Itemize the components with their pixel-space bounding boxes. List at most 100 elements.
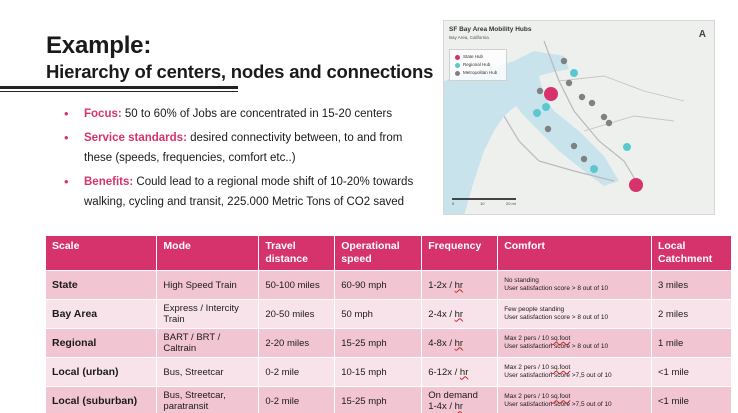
bullet-text: Could lead to a regional mode shift of 1…	[84, 176, 414, 208]
cell-comfort: Max 2 pers / 10 sq.foot User satisfaction…	[497, 357, 652, 387]
title-underline-thin	[0, 91, 238, 92]
table-row: Bay Area Express / Intercity Train 20-50…	[46, 299, 733, 329]
frequency-value: 1-4x /	[428, 401, 455, 413]
cell-scale: Local (urban)	[46, 357, 158, 387]
cell-speed: 50 mph	[334, 299, 423, 329]
regional-hub	[590, 165, 598, 173]
cell-speed: 15-25 mph	[334, 328, 423, 358]
bullet-service-standards: • Service standards: desired connectivit…	[64, 128, 424, 168]
regional-hub	[570, 69, 578, 77]
metropolitan-hub	[605, 119, 613, 127]
highway-peninsula	[503, 115, 615, 182]
cell-catchment: <1 mile	[651, 357, 733, 387]
legend-regional-hub: Regional Hub	[454, 61, 502, 69]
slide-title: Example:	[46, 32, 152, 59]
cell-speed: 10-15 mph	[334, 357, 423, 387]
legend-label: Regional Hub	[463, 62, 491, 67]
cell-frequency: 1-2x / hr	[421, 270, 499, 300]
metropolitan-hub	[580, 155, 588, 163]
comfort-line: Few people standing	[504, 306, 565, 313]
cell-frequency: 4-8x / hr	[421, 328, 499, 358]
mobility-hubs-map: SF Bay Area Mobility Hubs Bay Area, Cali…	[443, 20, 715, 215]
table-header-row: Scale Mode Travel distance Operational s…	[46, 236, 733, 271]
cell-scale: Regional	[46, 328, 158, 358]
state-hub	[544, 87, 558, 101]
frequency-on-demand: On demand	[428, 390, 478, 402]
comfort-unit: sq.foot	[550, 335, 571, 342]
scale-label: 0	[452, 201, 455, 206]
comfort-score: User satisfaction score >7,5 out of 10	[504, 401, 612, 409]
column-header-operational-speed: Operational speed	[334, 236, 423, 271]
column-header-travel-distance: Travel distance	[258, 236, 336, 271]
cell-mode: High Speed Train	[156, 270, 260, 300]
cell-distance: 2-20 miles	[258, 328, 336, 358]
comfort-unit: sq.foot	[550, 364, 571, 371]
cell-mode: Bus, Streetcar	[156, 357, 260, 387]
bullet-list: • Focus: 50 to 60% of Jobs are concentra…	[64, 104, 424, 216]
legend-label: Metropolitan Hub	[463, 70, 498, 75]
state-hub	[629, 178, 643, 192]
cell-mode: Bus, Streetcar, paratransit	[156, 386, 260, 413]
frequency-unit: hr	[454, 401, 464, 413]
column-header-scale: Scale	[46, 236, 158, 271]
comfort-score: User satisfaction score > 8 out of 10	[504, 314, 609, 321]
frequency-unit: hr	[454, 308, 464, 320]
comfort-line: No standing	[504, 277, 539, 284]
regional-hub	[542, 103, 550, 111]
frequency-value: 2-4x /	[428, 308, 455, 320]
cell-distance: 0-2 mile	[258, 357, 336, 387]
legend-label: State Hub	[463, 54, 484, 59]
table-row: Local (suburban) Bus, Streetcar, paratra…	[46, 386, 733, 413]
comfort-score: User satisfaction score > 8 out of 10	[504, 343, 609, 350]
cell-catchment: 2 miles	[651, 299, 733, 329]
state-hub-swatch-icon	[455, 55, 460, 60]
title-underline	[0, 86, 238, 89]
comfort-score: User satisfaction score >7,5 out of 10	[504, 372, 612, 379]
cell-comfort: Few people standing User satisfaction sco…	[497, 299, 652, 329]
bullet-benefits: • Benefits: Could lead to a regional mod…	[64, 172, 424, 212]
bullet-label: Focus:	[84, 108, 122, 120]
cell-speed: 60-90 mph	[334, 270, 423, 300]
frequency-unit: hr	[459, 366, 469, 378]
cell-catchment: <1 mile	[651, 386, 733, 413]
metropolitan-hub	[578, 93, 586, 101]
cell-comfort: No standing User satisfaction score > 8 o…	[497, 270, 652, 300]
cell-speed: 15-25 mph	[334, 386, 423, 413]
regional-hub	[623, 143, 631, 151]
comfort-text: Max 2 pers / 10	[504, 364, 551, 371]
cell-comfort: Max 2 pers / 10 sq.foot User satisfaction…	[497, 328, 652, 358]
map-title: SF Bay Area Mobility Hubs	[449, 26, 532, 33]
table-row: Local (urban) Bus, Streetcar 0-2 mile 10…	[46, 357, 733, 387]
cell-frequency: On demand 1-4x / hr	[421, 386, 499, 413]
metropolitan-hub	[588, 99, 596, 107]
cell-mode: BART / BRT / Caltrain	[156, 328, 260, 358]
cell-distance: 0-2 mile	[258, 386, 336, 413]
scale-label: 10	[480, 201, 485, 206]
metropolitan-hub	[600, 113, 608, 121]
cell-catchment: 1 mile	[651, 328, 733, 358]
cell-comfort: Max 2 pers / 10 sq.foot User satisfaction…	[497, 386, 652, 413]
cell-distance: 20-50 miles	[258, 299, 336, 329]
cell-scale: Bay Area	[46, 299, 158, 329]
metropolitan-hub	[570, 142, 578, 150]
cell-mode: Express / Intercity Train	[156, 299, 260, 329]
frequency-value: 6-12x /	[428, 366, 460, 378]
cell-frequency: 6-12x / hr	[421, 357, 499, 387]
slide-subtitle: Hierarchy of centers, nodes and connecti…	[46, 61, 434, 82]
highway-north	[558, 75, 685, 102]
column-header-frequency: Frequency	[421, 236, 499, 271]
column-header-local-catchment: Local Catchment	[651, 236, 733, 271]
regional-hub-swatch-icon	[455, 63, 460, 68]
bullet-label: Benefits:	[84, 176, 134, 188]
cell-frequency: 2-4x / hr	[421, 299, 499, 329]
frequency-unit: hr	[454, 337, 464, 349]
scale-bar-line	[452, 198, 516, 200]
cell-scale: State	[46, 270, 158, 300]
comfort-score: User satisfaction score > 8 out of 10	[504, 285, 609, 292]
column-header-comfort: Comfort	[497, 236, 652, 271]
comfort-text: Max 2 pers / 10	[504, 393, 551, 401]
cell-distance: 50-100 miles	[258, 270, 336, 300]
map-scale-bar: 0 10 20 mi	[452, 198, 516, 208]
comfort-line: Max 2 pers / 10 sq.foot	[504, 393, 645, 401]
bullet-dot-icon: •	[64, 174, 69, 189]
